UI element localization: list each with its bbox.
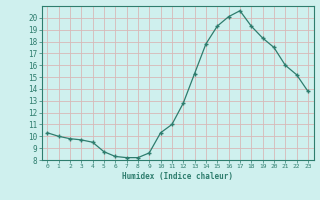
X-axis label: Humidex (Indice chaleur): Humidex (Indice chaleur) (122, 172, 233, 181)
